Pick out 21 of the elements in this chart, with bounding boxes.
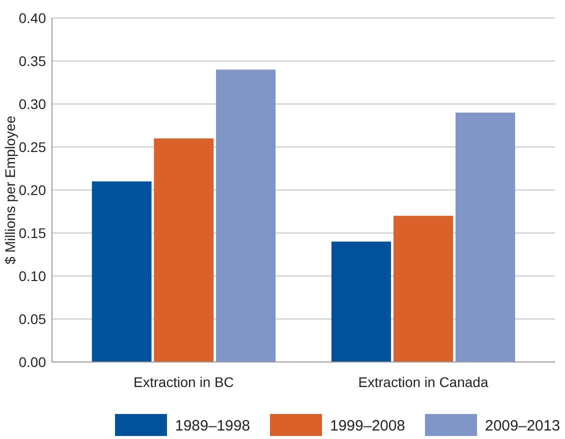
y-tick-label: 0.40 — [18, 10, 46, 26]
y-tick-label: 0.25 — [18, 138, 46, 155]
y-tick-label: 0.20 — [18, 182, 46, 198]
bar — [393, 216, 454, 362]
y-tick-label: 0.35 — [18, 52, 46, 69]
bar — [456, 112, 516, 362]
y-tick-label: 0.05 — [18, 310, 46, 327]
x-tick-label: Extraction in BC — [134, 374, 234, 390]
legend-label: 1999–2008 — [330, 417, 406, 434]
y-tick-label: 0.00 — [18, 354, 46, 370]
bar — [92, 181, 152, 362]
bar — [216, 70, 276, 362]
legend-label: 2009–2013 — [485, 417, 560, 434]
y-axis-title: $ Millions per Employee — [2, 115, 18, 264]
y-tick-label: 0.10 — [18, 268, 46, 284]
y-tick-label: 0.15 — [18, 224, 46, 241]
bar — [154, 138, 214, 362]
bar — [331, 242, 391, 362]
y-tick-label: 0.30 — [18, 96, 46, 112]
x-tick-label: Extraction in Canada — [358, 374, 488, 390]
legend-label: 1989–1998 — [175, 417, 250, 434]
